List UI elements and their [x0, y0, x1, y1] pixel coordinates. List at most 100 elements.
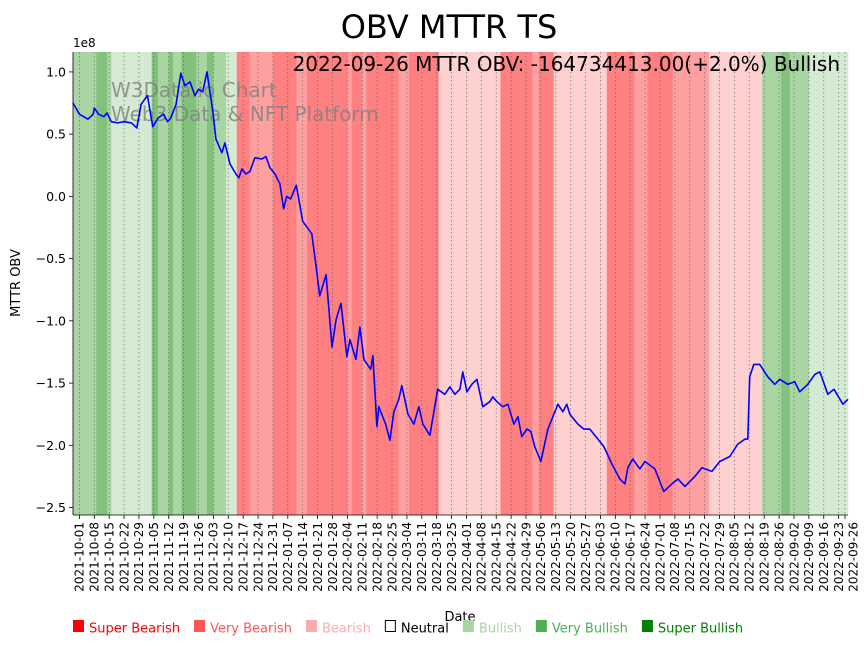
x-tick-label: 2022-03-11 — [415, 522, 429, 592]
x-tick-label: 2022-04-29 — [519, 522, 533, 592]
legend-label: Very Bullish — [552, 622, 628, 637]
x-tick-label: 2022-08-26 — [772, 522, 786, 592]
y-axis-label: MTTR OBV — [9, 249, 24, 317]
y-tick-label: −0.5 — [36, 251, 66, 266]
legend: Super Bearish Very Bearish Bearish Neutral B… — [73, 620, 743, 637]
regime-band-light-green — [111, 52, 152, 515]
regime-bands — [73, 52, 849, 515]
x-tick-label: 2021-10-29 — [132, 522, 146, 592]
regime-band-medium-green — [196, 52, 208, 515]
regime-band-medium-red — [249, 52, 274, 515]
x-tick-label: 2022-04-22 — [504, 522, 518, 592]
x-tick-label: 2022-05-20 — [564, 522, 578, 592]
x-tick-label: 2021-12-24 — [251, 522, 265, 592]
x-tick-label: 2022-02-25 — [385, 522, 399, 592]
regime-band-light-red — [438, 52, 501, 515]
x-tick-label: 2022-06-24 — [638, 522, 652, 592]
regime-band-medium-red — [634, 52, 648, 515]
regime-band-medium-green — [789, 52, 810, 515]
x-tick-label: 2022-07-22 — [698, 522, 712, 592]
x-tick-label: 2022-07-15 — [683, 522, 697, 592]
regime-band-dark-green — [151, 52, 159, 515]
x-tick-label: 2022-05-13 — [549, 522, 563, 592]
regime-band-dark-red — [351, 52, 363, 515]
x-tick-label: 2022-09-26 — [846, 522, 860, 592]
x-tick-label: 2021-10-22 — [117, 522, 131, 592]
x-tick-label: 2022-09-16 — [817, 522, 831, 592]
x-tick-label: 2022-09-09 — [802, 522, 816, 592]
regime-band-light-green — [808, 52, 849, 515]
legend-swatch — [73, 620, 84, 632]
regime-band-dark-green — [168, 52, 174, 515]
legend-swatch — [384, 620, 396, 632]
regime-band-medium-red — [532, 52, 540, 515]
regime-band-medium-red — [672, 52, 710, 515]
regime-band-medium-green — [158, 52, 170, 515]
regime-band-medium-red — [296, 52, 308, 515]
x-tick-label: 2022-08-12 — [743, 522, 757, 592]
regime-band-light-green — [226, 52, 238, 515]
regime-band-dark-red — [366, 52, 399, 515]
regime-band-dark-green — [206, 52, 214, 515]
x-tick-label: 2022-08-05 — [728, 522, 742, 592]
x-tick-label: 2021-12-10 — [222, 522, 236, 592]
x-tick-label: 2022-02-18 — [370, 522, 384, 592]
legend-swatch — [194, 620, 206, 632]
x-tick-label: 2022-04-08 — [475, 522, 489, 592]
x-tick-label: 2022-09-02 — [787, 522, 801, 592]
legend-label: Very Bearish — [210, 622, 292, 637]
regime-band-dark-red — [538, 52, 554, 515]
legend-swatch — [641, 620, 653, 632]
regime-band-medium-green — [213, 52, 227, 515]
x-tick-label: 2022-06-17 — [624, 522, 638, 592]
x-tick-label: 2022-07-29 — [713, 522, 727, 592]
x-tick-label: 2022-02-11 — [356, 522, 370, 592]
regime-band-light-red — [708, 52, 763, 515]
watermark-line-1: W3Data.io Chart — [111, 78, 277, 102]
regime-band-dark-red — [236, 52, 250, 515]
x-tick-label: 2022-07-08 — [668, 522, 682, 592]
x-tick-label: 2021-11-05 — [147, 522, 161, 592]
x-tick-label: 2022-05-27 — [579, 522, 593, 592]
x-tick-label: 2022-01-28 — [326, 522, 340, 592]
y-tick-label: −1.0 — [36, 313, 66, 328]
x-tick-label: 2022-07-01 — [653, 522, 667, 592]
x-tick-label: 2022-05-06 — [534, 522, 548, 592]
x-tick-label: 2022-03-04 — [400, 522, 414, 592]
legend-label: Super Bullish — [658, 622, 743, 637]
x-tick-label: 2022-01-14 — [296, 522, 310, 592]
x-tick-label: 2022-06-03 — [594, 522, 608, 592]
y-tick-label: −1.5 — [36, 376, 66, 391]
regime-band-medium-green — [107, 52, 112, 515]
x-tick-label: 2022-03-18 — [430, 522, 444, 592]
latest-value-annotation: 2022-09-26 MTTR OBV: -164734413.00(+2.0%… — [293, 52, 840, 76]
x-tick-label: 2022-03-25 — [445, 522, 459, 592]
x-tick-label: 2022-04-01 — [460, 522, 474, 592]
series-line-mttr-obv — [72, 71, 849, 493]
x-tick-label: 2022-08-19 — [758, 522, 772, 592]
x-tick-label: 2021-12-17 — [236, 522, 250, 592]
x-tick-label: 2022-04-15 — [490, 522, 504, 592]
x-tick-label: 2021-12-31 — [266, 522, 280, 592]
y-offset-label: 1e8 — [73, 36, 96, 50]
legend-swatch — [305, 620, 317, 632]
legend-label: Neutral — [401, 622, 449, 637]
y-tick-label: −2.5 — [36, 500, 66, 515]
x-tick-label: 2021-12-03 — [207, 522, 221, 592]
y-tick-label: 0.0 — [46, 189, 66, 204]
regime-band-dark-green — [781, 52, 791, 515]
y-tick-label: 1.0 — [46, 64, 66, 79]
legend-swatch — [462, 620, 474, 632]
x-tick-label: 2022-01-21 — [311, 522, 325, 592]
x-tick-label: 2022-09-23 — [832, 522, 846, 592]
x-tick-label: 2021-11-26 — [192, 522, 206, 592]
regime-band-medium-red — [347, 52, 352, 515]
x-tick-label: 2022-06-10 — [609, 522, 623, 592]
legend-swatch — [535, 620, 547, 632]
x-grid — [78, 52, 846, 515]
x-tick-label: 2021-10-15 — [102, 522, 116, 592]
x-tick-label: 2022-02-04 — [341, 522, 355, 592]
regime-band-medium-green — [172, 52, 182, 515]
regime-band-medium-green — [762, 52, 782, 515]
